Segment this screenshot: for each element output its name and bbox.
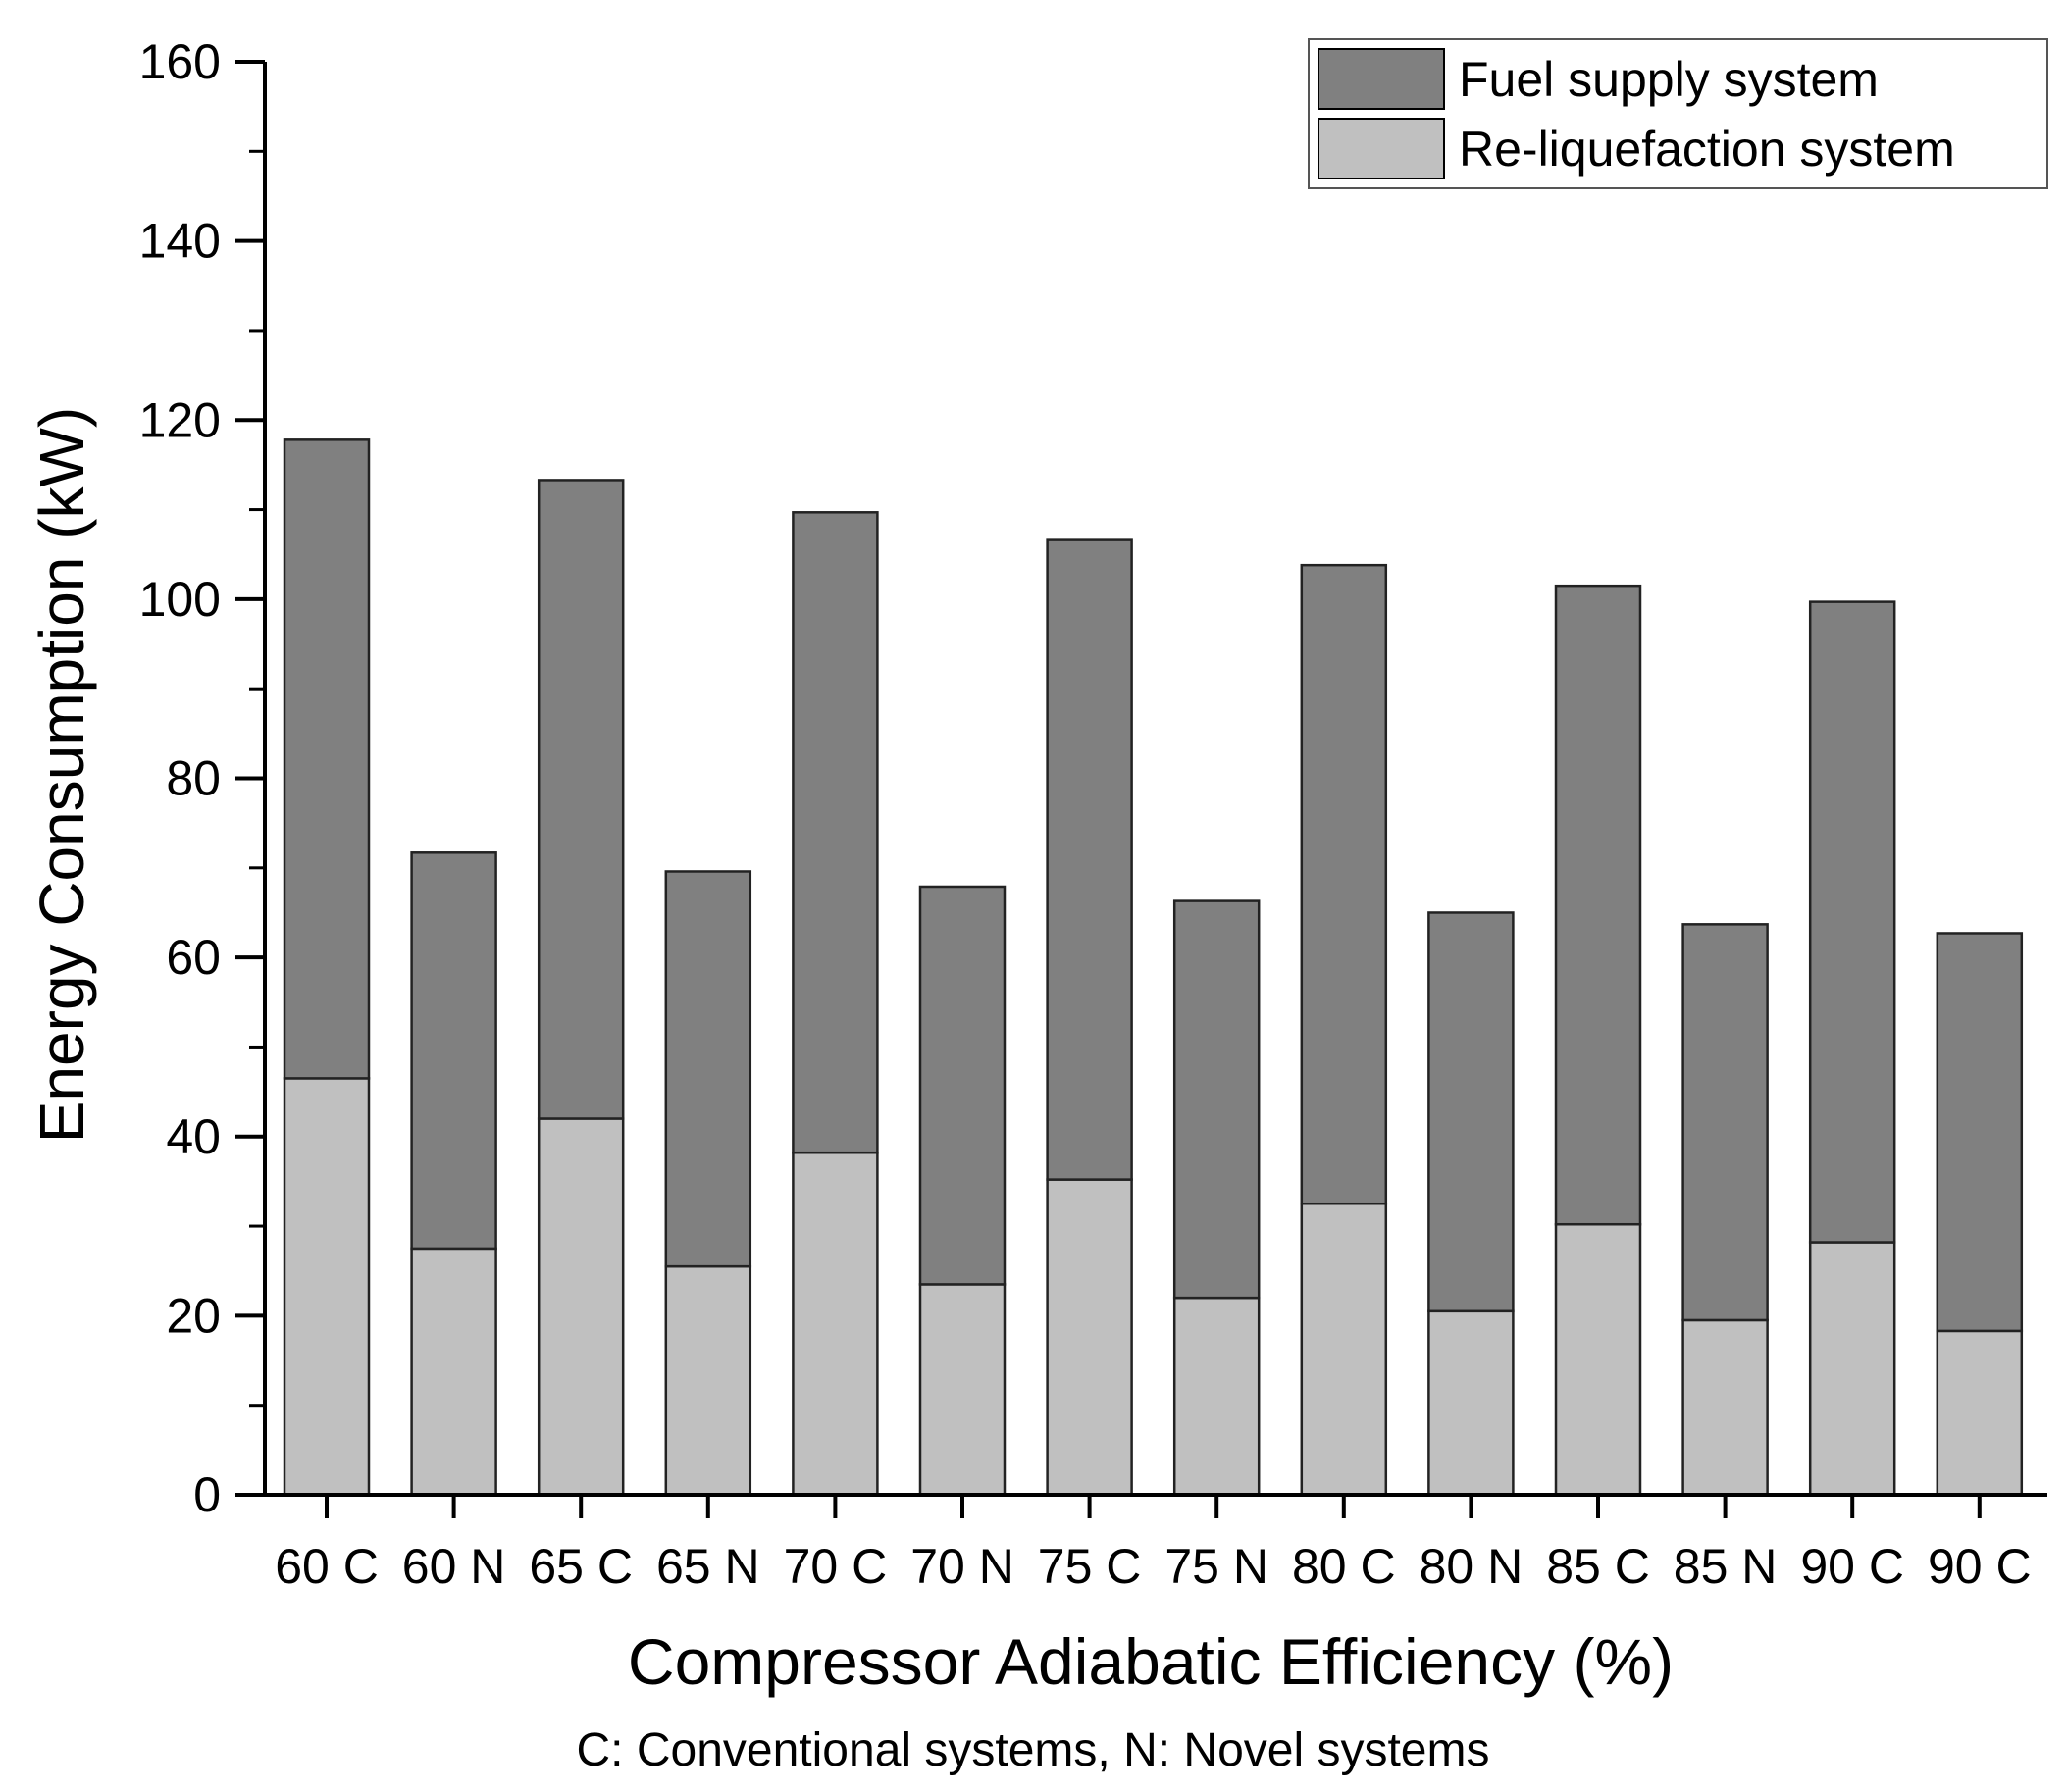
bar-re-liquefaction-system-14 xyxy=(1936,1329,2024,1497)
y-axis-ticks: 0 20 40 60 80 100 120 140 160 xyxy=(139,34,265,1522)
bar-fuel-supply-system-11 xyxy=(1554,584,1642,1226)
x-tick-label: 70 C xyxy=(784,1539,888,1594)
bar-fuel-supply-system-2 xyxy=(410,851,497,1251)
bar-re-liquefaction-system-11 xyxy=(1554,1222,1642,1497)
legend: Fuel supply system Re-liquefaction syste… xyxy=(1308,38,2048,189)
x-tick-label: 80 N xyxy=(1420,1539,1524,1594)
y-tick-label: 40 xyxy=(166,1109,221,1164)
footnote: C: Conventional systems, N: Novel system… xyxy=(577,1724,1490,1776)
bar-fuel-supply-system-3 xyxy=(537,479,625,1120)
y-tick-label: 20 xyxy=(166,1288,221,1343)
x-tick-label: 60 C xyxy=(275,1539,379,1594)
bar-re-liquefaction-system-9 xyxy=(1300,1202,1388,1497)
x-tick-label: 60 N xyxy=(402,1539,506,1594)
bar-re-liquefaction-system-4 xyxy=(664,1264,752,1497)
legend-swatch-fuel-supply xyxy=(1318,48,1445,110)
x-tick-label: 70 N xyxy=(910,1539,1014,1594)
bar-fuel-supply-system-14 xyxy=(1936,932,2024,1333)
y-tick-label: 140 xyxy=(139,214,221,269)
legend-label-reliquefaction: Re-liquefaction system xyxy=(1459,122,1955,177)
bars-layer xyxy=(283,438,2024,1497)
x-tick-label: 65 C xyxy=(529,1539,633,1594)
bar-fuel-supply-system-6 xyxy=(918,885,1007,1286)
bar-fuel-supply-system-7 xyxy=(1046,538,1133,1181)
x-axis-title: Compressor Adiabatic Efficiency (%) xyxy=(628,1625,1674,1698)
bar-fuel-supply-system-9 xyxy=(1300,563,1388,1205)
bar-re-liquefaction-system-12 xyxy=(1681,1318,1769,1497)
bar-fuel-supply-system-10 xyxy=(1427,911,1515,1313)
bar-re-liquefaction-system-6 xyxy=(918,1283,1007,1497)
x-axis-ticks: 60 C 60 N 65 C 65 N 70 C 70 N 75 C 75 N 80 C 80 N… xyxy=(275,1495,2032,1594)
bar-fuel-supply-system-13 xyxy=(1808,600,1896,1244)
bar-re-liquefaction-system-8 xyxy=(1172,1296,1261,1497)
x-tick-label: 65 N xyxy=(656,1539,760,1594)
x-tick-label: 90 C xyxy=(1800,1539,1904,1594)
bar-re-liquefaction-system-7 xyxy=(1046,1178,1133,1497)
y-axis-title: Energy Consumption (kW) xyxy=(26,407,97,1143)
bar-fuel-supply-system-5 xyxy=(792,511,879,1154)
x-tick-label: 80 C xyxy=(1292,1539,1396,1594)
bar-re-liquefaction-system-2 xyxy=(410,1247,497,1497)
y-tick-label: 120 xyxy=(139,392,221,447)
x-tick-label: 85 C xyxy=(1546,1539,1650,1594)
legend-label-fuel-supply: Fuel supply system xyxy=(1459,52,1879,107)
bar-re-liquefaction-system-3 xyxy=(537,1117,625,1497)
bar-re-liquefaction-system-13 xyxy=(1808,1241,1896,1497)
bar-fuel-supply-system-12 xyxy=(1681,923,1769,1322)
bar-fuel-supply-system-1 xyxy=(283,438,371,1080)
y-tick-label: 100 xyxy=(139,572,221,627)
bar-re-liquefaction-system-10 xyxy=(1427,1309,1515,1497)
x-tick-label: 90 C xyxy=(1928,1539,2032,1594)
bar-re-liquefaction-system-1 xyxy=(283,1077,371,1497)
bar-re-liquefaction-system-5 xyxy=(792,1151,879,1497)
y-tick-label: 80 xyxy=(166,751,221,806)
y-tick-label: 0 xyxy=(193,1467,221,1522)
bar-fuel-supply-system-4 xyxy=(664,870,752,1268)
x-tick-label: 85 N xyxy=(1674,1539,1778,1594)
x-tick-label: 75 C xyxy=(1038,1539,1142,1594)
y-tick-label: 60 xyxy=(166,930,221,985)
x-tick-label: 75 N xyxy=(1164,1539,1268,1594)
legend-swatch-reliquefaction xyxy=(1318,118,1445,179)
bar-fuel-supply-system-8 xyxy=(1172,899,1261,1300)
y-tick-label: 160 xyxy=(139,34,221,89)
